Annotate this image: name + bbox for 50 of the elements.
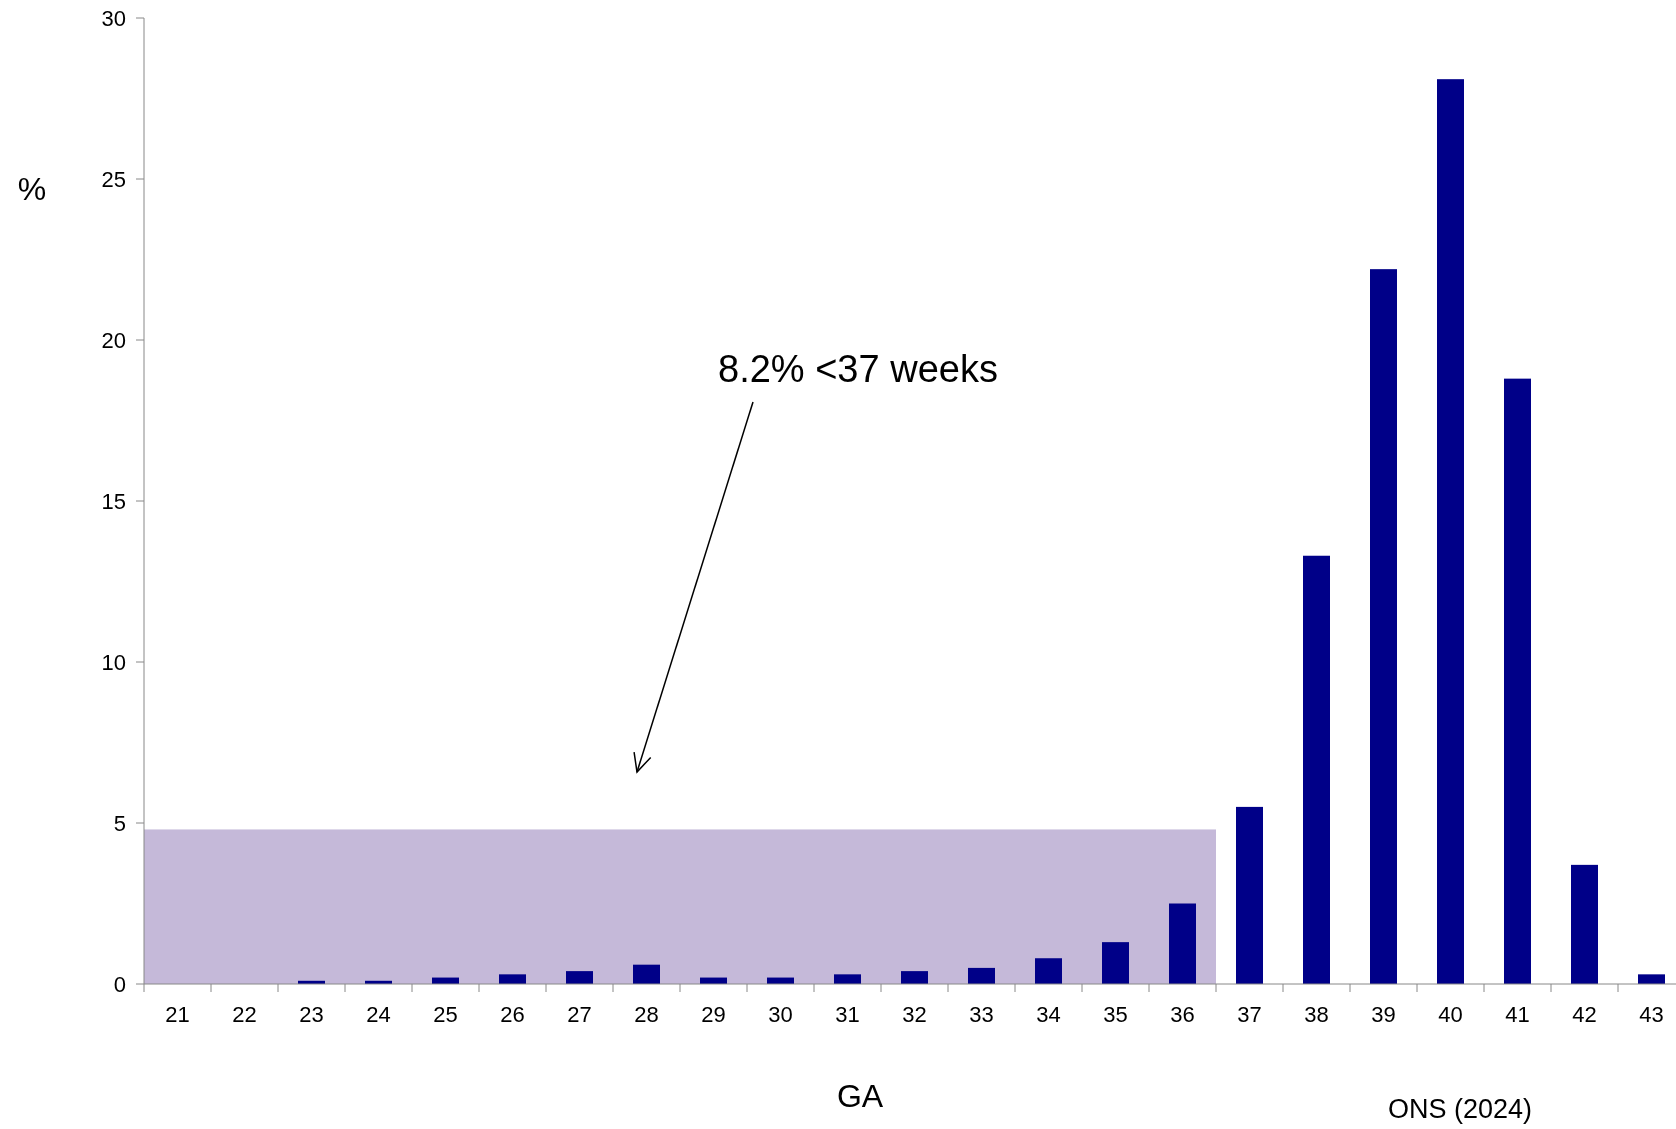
x-tick-label: 32: [902, 1002, 927, 1027]
bar: [968, 967, 995, 984]
bar: [1638, 974, 1665, 984]
y-tick-label: 15: [101, 488, 126, 514]
x-tick-label: 33: [969, 1002, 994, 1027]
x-tick-label: 37: [1237, 1002, 1262, 1027]
x-tick-label: 27: [567, 1002, 592, 1027]
bar: [1035, 958, 1062, 984]
bar: [1571, 864, 1598, 984]
y-tick-label: 5: [113, 810, 126, 836]
y-tick-label: 10: [101, 649, 126, 675]
x-tick-label: 26: [500, 1002, 525, 1027]
bar: [834, 974, 861, 984]
bar: [1370, 269, 1397, 984]
x-tick-label: 21: [165, 1002, 190, 1027]
bar: [1437, 79, 1464, 984]
bar: [1303, 555, 1330, 984]
bar: [1504, 378, 1531, 984]
bar: [901, 971, 928, 984]
x-tick-label: 31: [835, 1002, 860, 1027]
x-tick-label: 34: [1036, 1002, 1061, 1027]
y-axis-title: %: [17, 171, 47, 207]
x-tick-label: 38: [1304, 1002, 1329, 1027]
y-tick-label: 0: [113, 971, 126, 997]
x-tick-label: 22: [232, 1002, 257, 1027]
x-tick-label: 43: [1639, 1002, 1664, 1027]
bar: [499, 974, 526, 984]
x-tick-label: 28: [634, 1002, 659, 1027]
x-tick-label: 29: [701, 1002, 726, 1027]
bar: [566, 971, 593, 984]
y-tick-label: 20: [101, 327, 126, 353]
bar: [633, 964, 660, 984]
x-axis-title: GA: [836, 1078, 884, 1114]
x-tick-label: 36: [1170, 1002, 1195, 1027]
text: ONS (2024): [1387, 1094, 1533, 1124]
x-tick-label: 35: [1103, 1002, 1128, 1027]
x-tick-label: 23: [299, 1002, 324, 1027]
y-tick-label: 30: [101, 5, 126, 31]
x-tick-label: 30: [768, 1002, 793, 1027]
bar: [1169, 903, 1196, 984]
x-tick-label: 42: [1572, 1002, 1597, 1027]
x-tick-label: 24: [366, 1002, 391, 1027]
x-tick-label: 25: [433, 1002, 458, 1027]
y-tick-label: 25: [101, 166, 126, 192]
annotation: 8.2% <37 weeks: [718, 348, 998, 390]
x-tick-label: 39: [1371, 1002, 1396, 1027]
x-tick-label: 41: [1505, 1002, 1530, 1027]
x-tick-label: 40: [1438, 1002, 1463, 1027]
bar: [1102, 942, 1129, 984]
bar: [1236, 806, 1263, 984]
